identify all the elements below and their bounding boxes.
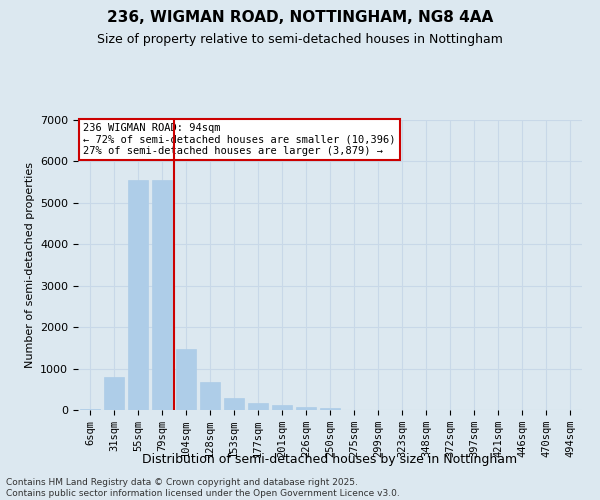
Bar bbox=[104, 377, 124, 410]
Text: Distribution of semi-detached houses by size in Nottingham: Distribution of semi-detached houses by … bbox=[142, 452, 518, 466]
Y-axis label: Number of semi-detached properties: Number of semi-detached properties bbox=[25, 162, 35, 368]
Bar bbox=[128, 180, 148, 410]
Bar bbox=[176, 348, 196, 410]
Bar bbox=[224, 398, 244, 410]
Text: 236 WIGMAN ROAD: 94sqm
← 72% of semi-detached houses are smaller (10,396)
27% of: 236 WIGMAN ROAD: 94sqm ← 72% of semi-det… bbox=[83, 123, 395, 156]
Bar bbox=[248, 403, 268, 410]
Bar bbox=[200, 382, 220, 410]
Bar bbox=[152, 180, 172, 410]
Text: Contains HM Land Registry data © Crown copyright and database right 2025.
Contai: Contains HM Land Registry data © Crown c… bbox=[6, 478, 400, 498]
Text: Size of property relative to semi-detached houses in Nottingham: Size of property relative to semi-detach… bbox=[97, 32, 503, 46]
Bar bbox=[320, 408, 340, 410]
Text: 236, WIGMAN ROAD, NOTTINGHAM, NG8 4AA: 236, WIGMAN ROAD, NOTTINGHAM, NG8 4AA bbox=[107, 10, 493, 25]
Bar bbox=[80, 409, 100, 410]
Bar bbox=[296, 407, 316, 410]
Bar bbox=[272, 405, 292, 410]
